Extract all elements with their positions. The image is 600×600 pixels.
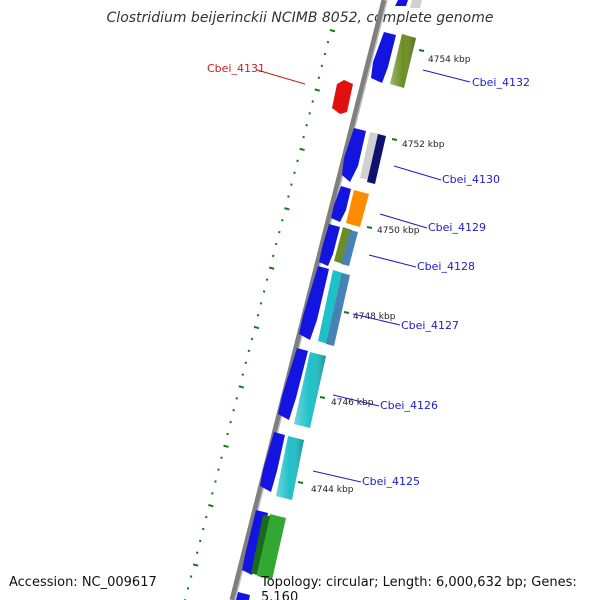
ring-major-tick (208, 504, 214, 508)
ring-dot (186, 587, 190, 590)
ring-major-tick (268, 266, 275, 270)
gene-arrow-cbei-4127[interactable] (299, 266, 329, 340)
gene-block-cbei-4128-a[interactable] (334, 227, 352, 264)
tick-label: 4744 kbp (311, 485, 354, 495)
gene-label-cbei-4125[interactable]: Cbei_4125 (362, 475, 420, 488)
kbp-ticks: 4754 kbp 4752 kbp 4750 kbp 4748 kbp 4746… (297, 49, 471, 495)
ring-dot (287, 195, 290, 198)
label-leaders (256, 69, 471, 483)
ring-dot (256, 314, 260, 317)
tick-label: 4754 kbp (428, 55, 471, 65)
accession-text: Accession: NC_009617 (9, 575, 157, 590)
ring-dot (241, 373, 245, 376)
tick-label: 4748 kbp (353, 312, 396, 322)
ring-dot (232, 409, 235, 412)
gene-label-cbei-4129[interactable]: Cbei_4129 (428, 221, 486, 234)
ring-dot (244, 361, 248, 364)
ring-dot (265, 278, 269, 281)
gene-block-cbei-4127-a[interactable] (318, 270, 343, 344)
ring-dot (214, 480, 217, 483)
ring-dot (259, 302, 263, 305)
ring-dot (217, 468, 220, 471)
ring-major-tick (284, 207, 290, 211)
gene-arrow-cbei-4132[interactable] (371, 32, 396, 83)
gene-labels: Cbei_4131 Cbei_4132 Cbei_4130 Cbei_4129 … (207, 62, 530, 488)
gene-block-bottom-a[interactable] (257, 514, 286, 580)
ring-dot (290, 183, 293, 186)
ring-major-tick (329, 29, 336, 33)
gene-block-cbei-4130-a[interactable] (360, 132, 380, 180)
gene-arrow-top[interactable] (395, 0, 408, 6)
ring-dot (189, 575, 193, 578)
gene-arrow-cbei-4129[interactable] (331, 186, 351, 222)
gene-block-bottom-b[interactable] (251, 515, 270, 575)
gene-label-cbei-4131[interactable]: Cbei_4131 (207, 62, 265, 75)
ring-dot (317, 76, 321, 79)
ring-dot (202, 527, 205, 531)
ring-dot (211, 492, 214, 495)
ring-dot (275, 242, 278, 246)
tick-label: 4752 kbp (402, 140, 445, 150)
ring-dot (311, 100, 314, 103)
ring-dot (296, 159, 299, 163)
gene-block-cbei-4132-shade (390, 34, 416, 88)
gene-label-cbei-4127[interactable]: Cbei_4127 (401, 319, 459, 332)
ring-dot (323, 52, 327, 56)
gene-block-cbei-4126-shade (294, 352, 326, 428)
gene-arrow-cbei-4130[interactable] (342, 128, 366, 182)
ring-dot (195, 551, 199, 554)
ring-dot (250, 337, 254, 341)
ring-dot (247, 349, 251, 353)
ring-dot (262, 290, 266, 293)
ring-dot (205, 515, 208, 519)
gene-block-cbei-4125-shade (276, 436, 304, 500)
feature-track (236, 0, 422, 600)
ring-major-tick (299, 147, 305, 152)
ring-dot (281, 219, 284, 222)
gene-block-top[interactable] (410, 0, 422, 8)
gene-arrow-cbei-4125[interactable] (260, 432, 285, 492)
ring-dot (229, 420, 232, 424)
ring-dot (271, 254, 275, 258)
gene-block-cbei-4129[interactable] (346, 190, 369, 227)
map-title: Clostridium beijerinckii NCIMB 8052, com… (106, 10, 494, 26)
gene-label-cbei-4126[interactable]: Cbei_4126 (380, 399, 438, 412)
ring-dot (198, 539, 202, 543)
gene-block-cbei-4127-b[interactable] (326, 273, 350, 346)
gene-arrow-cbei-4131[interactable] (332, 80, 353, 114)
ring-major-tick (192, 563, 199, 567)
gene-label-cbei-4128[interactable]: Cbei_4128 (417, 260, 475, 273)
gene-arrow-bottom-2[interactable] (236, 592, 250, 600)
ring-major-tick (253, 325, 260, 330)
ring-dot (293, 171, 296, 174)
gene-arrow-cbei-4126[interactable] (278, 348, 308, 420)
gene-label-cbei-4130[interactable]: Cbei_4130 (442, 173, 500, 186)
ring-major-tick (238, 385, 245, 389)
gene-arrow-cbei-4128[interactable] (319, 224, 340, 266)
tick-label: 4750 kbp (377, 226, 420, 236)
ring-dot (308, 112, 311, 115)
tick-label: 4746 kbp (331, 398, 374, 408)
ring-dot (320, 64, 324, 68)
ring-dot (226, 432, 229, 436)
ring-major-tick (314, 88, 321, 92)
gene-block-cbei-4128-b[interactable] (341, 230, 358, 266)
ring-dot (326, 40, 330, 44)
dotted-ring (184, 29, 336, 600)
topology-text: Topology: circular; Length: 6,000,632 bp… (261, 575, 577, 600)
ring-dot (235, 397, 238, 400)
gene-block-cbei-4130-b[interactable] (367, 134, 386, 184)
ring-dot (302, 135, 305, 139)
ring-major-tick (223, 444, 229, 448)
ring-dot (305, 124, 308, 127)
ring-dot (278, 230, 281, 234)
ring-dot (220, 456, 223, 459)
gene-label-cbei-4132[interactable]: Cbei_4132 (472, 76, 530, 89)
